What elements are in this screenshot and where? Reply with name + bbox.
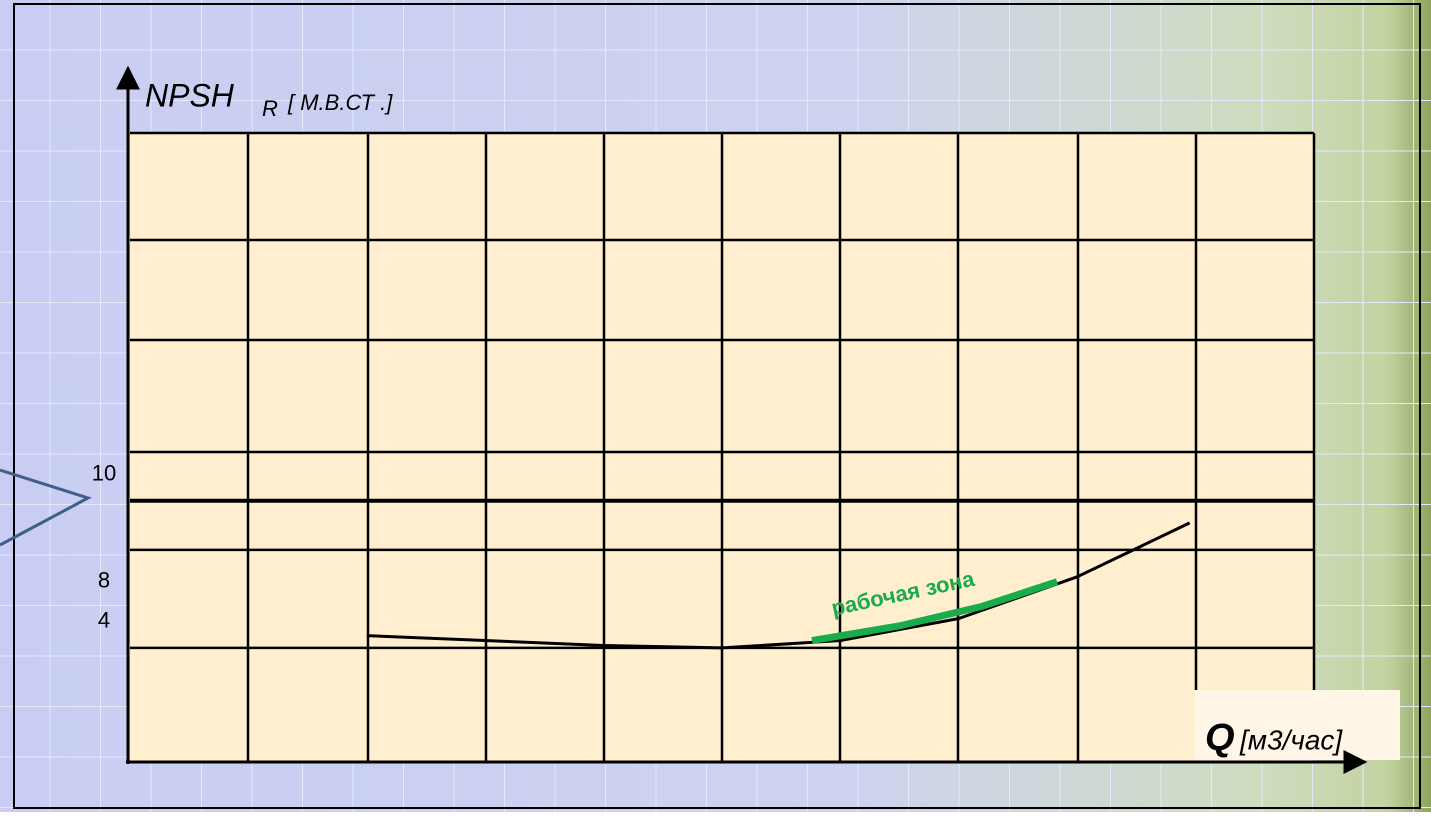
xlabel-unit: [м3/час] xyxy=(1239,724,1343,755)
xlabel: Q xyxy=(1205,717,1235,759)
layout-grid xyxy=(130,131,1316,762)
slide-frame xyxy=(13,3,1421,809)
y-tick-label: 8 xyxy=(98,568,110,593)
series-line xyxy=(811,578,1059,645)
y-tick-label: 4 xyxy=(98,608,110,633)
pointer-lines xyxy=(0,468,92,547)
series-line xyxy=(366,521,1191,650)
y-tick-label: 10 xyxy=(92,461,116,486)
ylabel: NPSH xyxy=(145,77,235,113)
ylabel-unit: [ М.В.СТ .] xyxy=(287,90,393,115)
ylabel-sub: R xyxy=(262,96,278,121)
xlabel-box xyxy=(1195,690,1400,760)
